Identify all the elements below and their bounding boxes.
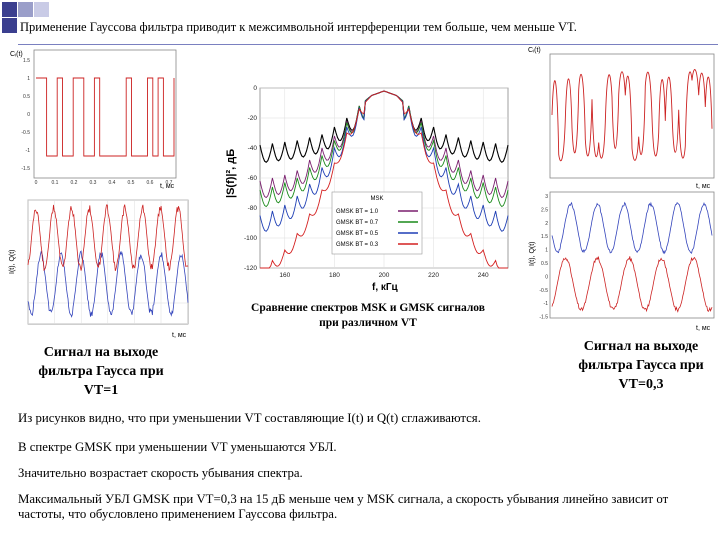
legend-entry: GMSK BT = 0.3 — [336, 242, 379, 248]
caption-line: Сигнал на выходе — [43, 345, 159, 360]
y-tick-label: -1.5 — [539, 315, 548, 321]
chart-frame — [549, 53, 715, 179]
chart-mid-left: I(t), Q(t) t, мс — [9, 199, 189, 339]
chart-ylabel: I(t), Q(t) — [9, 250, 16, 275]
y-tick-label: -0.5 — [21, 130, 30, 136]
spectrum-xlabel: f, кГц — [372, 282, 399, 293]
decor-square-2 — [18, 2, 33, 17]
caption-line: Сравнение спектров MSK и GMSK сигналов — [251, 302, 485, 314]
slide-title: Применение Гауссова фильтра приводит к м… — [20, 20, 577, 34]
y-tick-label: -1.5 — [21, 166, 30, 172]
caption-line: VT=1 — [83, 383, 119, 398]
spectrum-caption: Сравнение спектров MSK и GMSK сигналов п… — [212, 301, 524, 331]
caption-line: фильтра Гаусса при — [578, 358, 704, 373]
y-tick-label: 1.5 — [23, 58, 30, 64]
chart-xlabel: t, мс — [696, 325, 711, 332]
y-tick-label: -0.5 — [539, 288, 548, 294]
legend-entry: GMSK BT = 1.0 — [336, 209, 379, 215]
chart-ylabel: Cᵢ(t) — [528, 47, 541, 54]
y-tick-label: 1 — [545, 248, 548, 254]
spectrum-legend: MSK GMSK BT = 1.0 GMSK BT = 0.7 GMSK BT = 0… — [331, 191, 423, 255]
y-tick-label: 1 — [27, 76, 30, 82]
caption-line: при различном VT — [319, 317, 417, 329]
caption-line: фильтра Гаусса при — [38, 364, 164, 379]
chart-ylabel: I(t), Q(t) — [529, 242, 536, 267]
decor-square-1 — [2, 2, 17, 17]
caption-line: Сигнал на выходе — [583, 339, 699, 354]
q-signal-line — [27, 250, 189, 318]
y-tick-label: 1.5 — [541, 234, 548, 240]
x-tick-label: 0.4 — [109, 180, 116, 186]
y-tick-label: 2.5 — [541, 207, 548, 213]
left-caption: Сигнал на выходе фильтра Гаусса при VT=1 — [18, 343, 184, 400]
y-tick-label: 0 — [545, 274, 548, 280]
title-rule — [18, 44, 718, 45]
x-tick-label: 160 — [279, 272, 290, 279]
chart-xlabel: t, мс — [696, 183, 711, 190]
y-tick-label: -20 — [248, 115, 258, 122]
y-tick-label: -1 — [26, 148, 31, 154]
y-tick-label: -1 — [544, 301, 549, 307]
x-tick-label: 0.3 — [90, 180, 97, 186]
x-tick-label: 0.1 — [52, 180, 59, 186]
y-tick-label: -120 — [244, 265, 257, 272]
q-signal-line — [551, 201, 713, 255]
y-tick-label: 0.5 — [541, 261, 548, 267]
chart-mid-right: I(t), Q(t) t, мс 3 2.5 2 1.5 1 0.5 0 -0.5 -1 -1.5 — [529, 191, 715, 332]
signal-line — [36, 77, 175, 157]
x-tick-label: 0.7 — [166, 180, 173, 186]
spectrum-chart: 0 -20 -40 -60 -80 -100 -120 160 180 200 220 240 |S… — [225, 85, 509, 293]
chart-frame — [549, 191, 715, 319]
chart-frame — [33, 49, 177, 179]
x-tick-label: 0.5 — [128, 180, 135, 186]
y-tick-label: 0 — [27, 112, 30, 118]
chart-top-right: Cᵢ(t) t, мс — [528, 47, 715, 190]
paragraph-3: Значительно возрастает скорость убывания… — [18, 466, 303, 480]
legend-entry: GMSK BT = 0.5 — [336, 231, 379, 237]
x-tick-label: 240 — [478, 272, 489, 279]
right-caption: Сигнал на выходе фильтра Гаусса при VT=0… — [562, 337, 720, 394]
y-tick-label: 0 — [253, 85, 257, 92]
i-signal-line — [551, 255, 713, 313]
paragraph-4: Максимальный УБЛ GMSK при VT=0,3 на 15 д… — [18, 492, 669, 521]
chart-top-left: Cᵢ(t) t, мс 1.5 1 0.5 0 -0.5 -1 -1.5 0 0.1 0.2 0.… — [10, 49, 177, 190]
decor-square-4 — [2, 18, 17, 33]
y-tick-label: 2 — [545, 221, 548, 227]
y-tick-label: -60 — [248, 175, 258, 182]
signal-line — [551, 69, 713, 162]
x-tick-label: 200 — [379, 272, 390, 279]
chart-xlabel: t, мс — [172, 332, 187, 339]
decor-square-3 — [34, 2, 49, 17]
y-tick-label: -80 — [248, 205, 258, 212]
x-tick-label: 0 — [35, 180, 38, 186]
spectrum-ylabel: |S(f)|², дБ — [225, 149, 237, 198]
x-tick-label: 0.2 — [71, 180, 78, 186]
y-tick-label: -100 — [244, 235, 257, 242]
caption-line: VT=0,3 — [618, 377, 664, 392]
series-line-4 — [260, 90, 508, 269]
y-tick-label: -40 — [248, 145, 258, 152]
i-signal-line — [27, 204, 189, 272]
y-tick-label: 3 — [545, 194, 548, 200]
x-tick-label: 180 — [329, 272, 340, 279]
x-tick-label: 0.6 — [147, 180, 154, 186]
legend-entry: GMSK BT = 0.7 — [336, 220, 379, 226]
x-tick-label: 220 — [428, 272, 439, 279]
paragraph-1: Из рисунков видно, что при уменьшении VT… — [18, 411, 481, 425]
paragraph-2: В спектре GMSK при уменьшении VT уменьша… — [18, 440, 337, 454]
chart-ylabel: Cᵢ(t) — [10, 51, 23, 58]
chart-xlabel: t, мс — [160, 183, 175, 190]
legend-title: MSK — [370, 196, 383, 202]
y-tick-label: 0.5 — [23, 94, 30, 100]
